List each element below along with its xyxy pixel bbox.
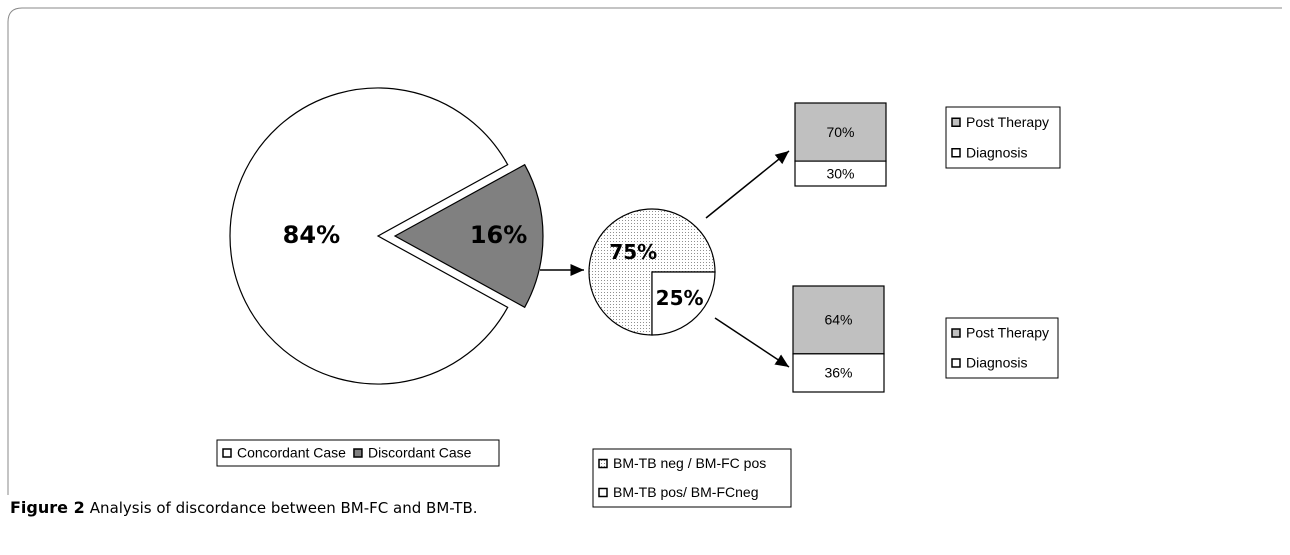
legend-label: BM-TB neg / BM-FC pos (613, 455, 766, 471)
legend-label: Post Therapy (966, 325, 1049, 341)
bar-label: 36% (824, 365, 852, 381)
legend-swatch (951, 148, 961, 158)
pie-slice (229, 87, 509, 385)
legend-box (945, 106, 1061, 169)
slice-label: 75% (609, 240, 657, 264)
bar-segment (794, 102, 887, 162)
pie-slice (393, 163, 544, 309)
legend-label: Discordant Case (368, 445, 472, 461)
bar-label: 64% (824, 312, 852, 328)
legend-label: Diagnosis (966, 144, 1027, 160)
legend-label: Post Therapy (966, 114, 1049, 130)
bar-label: 70% (826, 124, 854, 140)
legend-label: BM-TB pos/ BM-FCneg (613, 484, 758, 500)
legend-swatch (951, 328, 961, 338)
legend-swatch (951, 358, 961, 368)
legend-swatch (222, 448, 232, 458)
legend-label: Diagnosis (966, 355, 1027, 371)
legend-swatch (353, 448, 363, 458)
legend-swatch (951, 117, 961, 127)
arrow (714, 317, 790, 368)
legend-box (592, 448, 792, 508)
legend-label: Concordant Case (237, 445, 346, 461)
caption-label: Figure 2 (10, 498, 85, 517)
legend-box (945, 317, 1059, 379)
bar-segment (792, 353, 885, 393)
slice-label: 16% (470, 221, 527, 249)
arrow (705, 150, 790, 219)
legend-swatch (598, 487, 608, 498)
slice-label: 84% (283, 221, 340, 249)
bar-segment (794, 160, 887, 187)
slice-label: 25% (656, 286, 704, 310)
legend-swatch (598, 458, 608, 469)
caption: Figure 2 Analysis of discordance between… (10, 498, 478, 517)
bar-label: 30% (826, 165, 854, 181)
frame (7, 7, 1282, 495)
pie-slice (651, 271, 716, 336)
caption-text: Analysis of discordance between BM-FC an… (89, 499, 478, 517)
bar-segment (792, 285, 885, 355)
